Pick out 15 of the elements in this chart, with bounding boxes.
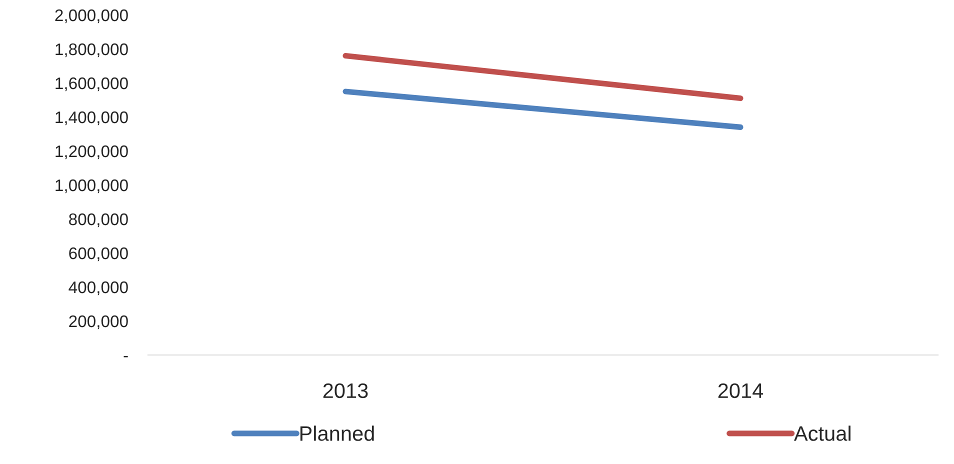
legend-label: Planned — [300, 426, 374, 441]
y-tick-label: 1,200,000 — [56, 145, 128, 160]
y-tick-label: 1,400,000 — [56, 111, 128, 126]
y-tick-label: 400,000 — [68, 281, 128, 296]
x-tick-label: 2014 — [718, 383, 764, 398]
y-tick-label: 200,000 — [69, 315, 128, 330]
y-tick-label: - — [124, 356, 128, 358]
y-tick-label: 1,600,000 — [56, 77, 128, 92]
y-tick-label: 1,000,000 — [56, 179, 128, 194]
x-tick-label: 2013 — [323, 383, 368, 398]
y-tick-label: 2,000,000 — [55, 9, 128, 24]
y-tick-label: 1,800,000 — [56, 43, 128, 58]
y-tick-label: 600,000 — [69, 247, 128, 262]
legend-label: Actual — [794, 426, 850, 441]
y-tick-label: 800,000 — [69, 213, 128, 228]
